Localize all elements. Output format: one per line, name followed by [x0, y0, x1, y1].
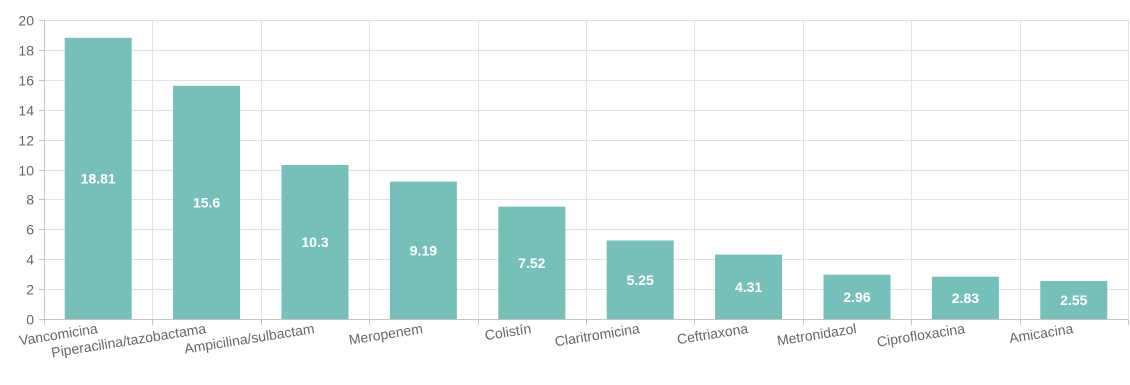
bar-value-label: 2.96	[843, 289, 870, 305]
y-tick-label: 18	[18, 43, 34, 59]
y-tick-label: 20	[18, 13, 34, 29]
x-tick-label: Amicacina	[1008, 320, 1074, 346]
bar-value-label: 7.52	[518, 255, 545, 271]
x-tick-label: Claritromicina	[554, 320, 641, 349]
bar[interactable]	[498, 206, 566, 319]
y-tick-label: 10	[18, 163, 34, 179]
bar[interactable]	[931, 276, 999, 319]
bar[interactable]	[606, 240, 674, 320]
bar[interactable]	[1040, 280, 1108, 319]
bar-value-label: 2.55	[1060, 292, 1087, 308]
bar-value-label: 4.31	[735, 279, 762, 295]
x-tick-label: Ceftriaxona	[676, 320, 749, 347]
y-tick-label: 8	[26, 192, 34, 208]
bars	[64, 37, 1108, 320]
bar[interactable]	[64, 37, 132, 320]
bar-value-label: 2.83	[952, 290, 979, 306]
y-tick-label: 12	[18, 133, 34, 149]
bar[interactable]	[281, 165, 349, 319]
bar[interactable]	[823, 274, 891, 319]
bar-value-label: 10.3	[301, 234, 328, 250]
y-tick-label: 14	[18, 103, 34, 119]
y-tick-label: 6	[26, 222, 34, 238]
x-tick-label: Ciprofloxacina	[876, 320, 966, 350]
bar[interactable]	[715, 254, 783, 319]
y-tick-label: 16	[18, 73, 34, 89]
bar-value-label: 5.25	[627, 272, 654, 288]
x-tick-label: Meropenem	[348, 320, 424, 347]
x-tick-label: Metronidazol	[776, 320, 858, 348]
y-tick-label: 2	[26, 282, 34, 298]
axes	[39, 20, 1129, 325]
bar[interactable]	[389, 181, 457, 319]
bar-value-label: 18.81	[81, 170, 116, 186]
y-tick-label: 4	[26, 252, 34, 268]
bar-value-label: 9.19	[410, 242, 437, 258]
y-tick-label: 0	[26, 312, 34, 328]
bar-value-label: 15.6	[193, 194, 220, 210]
x-tick-label: Colistín	[484, 320, 533, 343]
bar[interactable]	[173, 85, 241, 319]
